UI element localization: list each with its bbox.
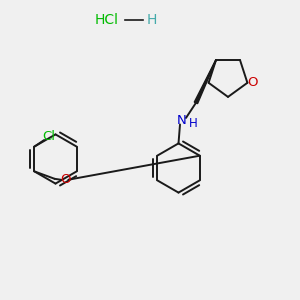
- Text: O: O: [60, 173, 70, 186]
- Text: H: H: [188, 117, 197, 130]
- Text: HCl: HCl: [94, 13, 118, 26]
- Text: H: H: [146, 13, 157, 26]
- Text: Cl: Cl: [43, 130, 56, 143]
- Text: N: N: [177, 114, 186, 128]
- Text: O: O: [248, 76, 258, 89]
- Polygon shape: [194, 60, 216, 104]
